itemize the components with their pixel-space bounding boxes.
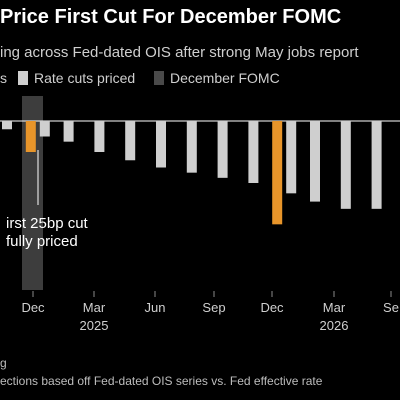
- legend-item-december-fomc: December FOMC: [154, 70, 280, 86]
- x-tick-label-4: Dec: [260, 300, 284, 315]
- footer-source: ections based off Fed-dated OIS series v…: [0, 374, 323, 388]
- x-tick-label-6: Se: [383, 300, 399, 315]
- chart-title: Price First Cut For December FOMC: [0, 6, 342, 28]
- x-tick-label-2: Jun: [145, 300, 166, 315]
- x-year-label-0: 2025: [80, 318, 109, 333]
- bar-orange-9: [272, 121, 283, 225]
- annotation-line-2: fully priced: [6, 233, 78, 250]
- annotation-line-1: irst 25bp cut: [6, 215, 89, 232]
- legend-swatch-december-fomc: [154, 71, 164, 85]
- bar-rate-cuts-7: [217, 121, 228, 178]
- bar-rate-cuts-1: [39, 121, 50, 137]
- bar-rate-cuts-12: [371, 121, 382, 209]
- bar-rate-cuts-9: [286, 121, 297, 194]
- bar-rate-cuts-8: [248, 121, 259, 183]
- legend-item-rate-cuts: Rate cuts priced: [18, 70, 135, 86]
- legend-swatch-rate-cuts: [18, 71, 28, 85]
- bar-rate-cuts-2: [63, 121, 74, 142]
- legend-label-rate-cuts: Rate cuts priced: [34, 70, 136, 86]
- chart-subtitle: ing across Fed-dated OIS after strong Ma…: [0, 44, 359, 61]
- bar-rate-cuts-0: [2, 121, 12, 130]
- footer-note: g: [0, 356, 7, 370]
- legend-label-december-fomc: December FOMC: [170, 70, 280, 86]
- x-tick-label-5: Mar: [323, 300, 346, 315]
- bar-rate-cuts-4: [125, 121, 136, 161]
- legend-label-orange: s: [0, 70, 7, 86]
- bar-rate-cuts-11: [340, 121, 351, 209]
- bar-rate-cuts-10: [310, 121, 320, 202]
- bar-rate-cuts-5: [156, 121, 166, 168]
- x-year-label-1: 2026: [320, 318, 349, 333]
- legend-item-orange: s: [0, 70, 7, 86]
- bar-rate-cuts-3: [94, 121, 105, 152]
- x-tick-label-1: Mar: [83, 300, 106, 315]
- x-tick-label-0: Dec: [21, 300, 45, 315]
- bar-orange-1: [25, 121, 36, 152]
- bar-rate-cuts-6: [186, 121, 197, 173]
- x-tick-label-3: Sep: [202, 300, 225, 315]
